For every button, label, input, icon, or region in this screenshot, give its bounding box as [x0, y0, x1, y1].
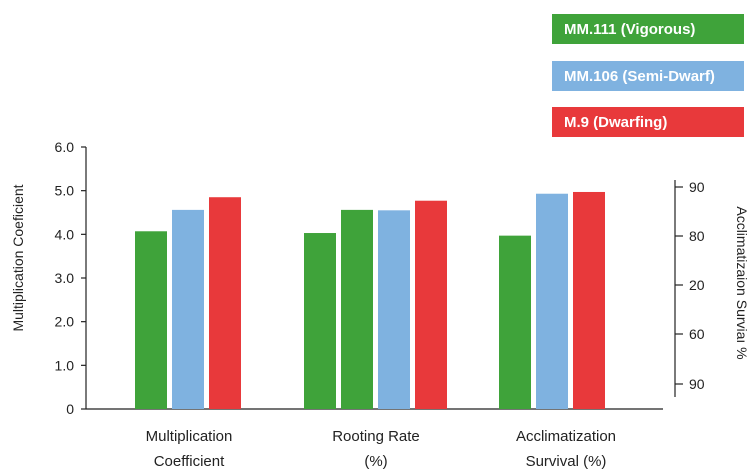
x-tick-label: (%) — [364, 453, 387, 470]
y-tick-label: 0 — [66, 401, 74, 417]
y2-axis-title: Acclimatizaion Surviaı % — [734, 206, 750, 359]
legend-item: MM.111 (Vigorous) — [552, 14, 744, 44]
y2-tick-label: 90 — [689, 376, 705, 392]
bar — [536, 193, 568, 409]
bar — [341, 209, 373, 409]
bar — [172, 209, 204, 409]
chart-bars — [135, 191, 605, 409]
y-tick-label: 4.0 — [55, 226, 75, 242]
y-tick-label: 1.0 — [55, 357, 75, 373]
y-axis-title: Multiplication Coeficient — [10, 184, 26, 331]
chart-labels: 0 1.0 2.0 3.0 4.0 5.0 6.0 90 80 20 60 90 Multiplicat… — [10, 139, 750, 470]
bar — [573, 191, 605, 409]
x-tick-label: Survival (%) — [526, 453, 607, 470]
y2-tick-label: 90 — [689, 179, 705, 195]
y2-tick-label: 60 — [689, 326, 705, 342]
bar — [499, 235, 531, 409]
y-tick-label: 3.0 — [55, 270, 75, 286]
x-tick-label: Acclimatization — [516, 428, 616, 445]
x-tick-label: Rooting Rate — [332, 428, 420, 445]
y2-tick-label: 20 — [689, 277, 705, 293]
y-tick-label: 2.0 — [55, 314, 75, 330]
bar — [209, 197, 241, 409]
legend-item: M.9 (Dwarfing) — [552, 107, 744, 137]
y-tick-label: 5.0 — [55, 183, 75, 199]
bar — [135, 231, 167, 409]
y-tick-label: 6.0 — [55, 139, 75, 155]
y2-tick-label: 80 — [689, 228, 705, 244]
bar — [415, 200, 447, 409]
legend-item: MM.106 (Semi-Dwarf) — [552, 61, 744, 91]
x-tick-label: Coefficient — [154, 453, 225, 470]
bar — [304, 233, 336, 409]
bar — [378, 210, 410, 409]
x-tick-label: Multiplication — [146, 428, 233, 445]
